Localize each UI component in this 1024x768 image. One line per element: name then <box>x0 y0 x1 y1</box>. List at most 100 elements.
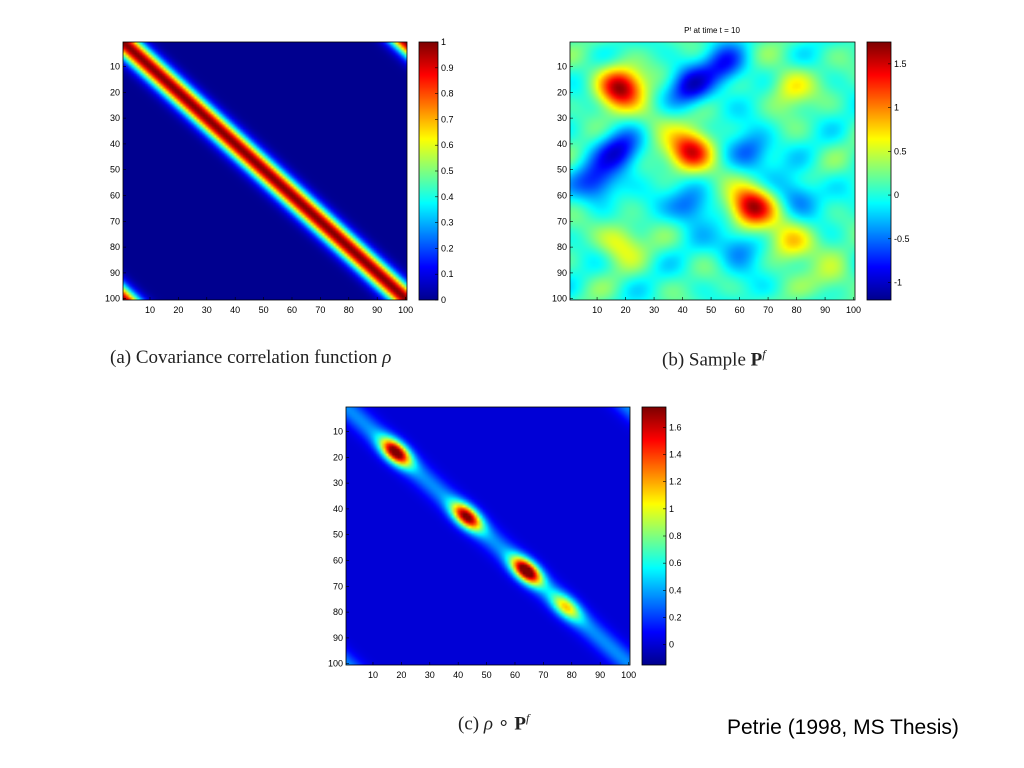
y-tick-label-b: 70 <box>557 216 567 226</box>
colorbar-tick-label-a: 0.2 <box>441 243 454 253</box>
colorbar-tick-label-b: -1 <box>894 278 902 288</box>
x-tick-label-c: 80 <box>567 670 577 680</box>
source-credit: Petrie (1998, MS Thesis) <box>727 716 959 739</box>
colorbar-tick-label-a: 0.9 <box>441 63 454 73</box>
y-tick-label-b: 90 <box>557 268 567 278</box>
caption-a-text: Covariance correlation function <box>135 347 378 368</box>
y-tick-label-c: 30 <box>333 478 343 488</box>
colorbar-frame-b <box>866 41 892 301</box>
x-tick-label-a: 70 <box>315 305 325 315</box>
x-tick-label-c: 70 <box>538 670 548 680</box>
y-tick-label-c: 100 <box>328 659 343 669</box>
colorbar-tick-label-a: 0.6 <box>441 140 454 150</box>
colorbar-tick-label-c: 1.6 <box>669 422 682 432</box>
x-tick-label-a: 10 <box>145 305 155 315</box>
x-tick-label-c: 50 <box>482 670 492 680</box>
colorbar-tick-label-a: 0.1 <box>441 269 454 279</box>
y-tick-label-a: 30 <box>110 113 120 123</box>
y-tick-label-b: 50 <box>557 165 567 175</box>
y-tick-label-a: 60 <box>110 191 120 201</box>
x-tick-label-b: 30 <box>649 305 659 315</box>
y-tick-label-b: 10 <box>557 62 567 72</box>
colorbar-tick-label-a: 0.7 <box>441 114 454 124</box>
colorbar-tick-label-b: 0.5 <box>894 146 907 156</box>
x-tick-label-c: 20 <box>396 670 406 680</box>
y-tick-label-a: 20 <box>110 87 120 97</box>
x-tick-label-c: 10 <box>368 670 378 680</box>
colorbar-tick-label-c: 1 <box>669 504 674 514</box>
caption-a-prefix: (a) <box>110 347 132 368</box>
y-tick-label-a: 10 <box>110 62 120 72</box>
y-tick-label-b: 80 <box>557 242 567 252</box>
plot-frame-b <box>569 41 856 301</box>
colorbar-tick-label-c: 0.6 <box>669 558 682 568</box>
plot-frame-a <box>122 41 408 301</box>
caption-b-symbol: P <box>750 349 763 371</box>
colorbar-tick-label-a: 0 <box>441 295 446 305</box>
x-tick-label-c: 30 <box>425 670 435 680</box>
y-tick-label-c: 70 <box>333 581 343 591</box>
x-tick-label-c: 100 <box>621 670 636 680</box>
x-tick-label-a: 90 <box>372 305 382 315</box>
colorbar-tick-label-c: 0 <box>669 640 674 650</box>
x-tick-label-a: 30 <box>202 305 212 315</box>
x-tick-label-a: 100 <box>398 305 413 315</box>
colorbar-tick-label-a: 0.3 <box>441 218 454 228</box>
y-tick-label-c: 90 <box>333 633 343 643</box>
x-tick-label-b: 80 <box>792 305 802 315</box>
x-tick-label-b: 70 <box>763 305 773 315</box>
y-tick-label-c: 40 <box>333 504 343 514</box>
colorbar-tick-label-c: 0.4 <box>669 585 682 595</box>
x-tick-label-c: 60 <box>510 670 520 680</box>
caption-c-operator: ∘ <box>497 713 510 735</box>
chart-title-b: Pᶠ at time t = 10 <box>684 26 740 35</box>
x-tick-label-b: 10 <box>592 305 602 315</box>
colorbar-tick-label-b: 0 <box>894 190 899 200</box>
colorbar-tick-label-a: 0.4 <box>441 192 454 202</box>
y-tick-label-c: 10 <box>333 427 343 437</box>
x-tick-label-b: 40 <box>678 305 688 315</box>
y-tick-label-a: 80 <box>110 242 120 252</box>
y-tick-label-b: 40 <box>557 139 567 149</box>
x-tick-label-b: 60 <box>735 305 745 315</box>
colorbar-tick-label-c: 0.8 <box>669 531 682 541</box>
colorbar-tick-label-a: 1 <box>441 37 446 47</box>
x-tick-label-b: 50 <box>706 305 716 315</box>
x-tick-label-c: 40 <box>453 670 463 680</box>
x-tick-label-a: 80 <box>344 305 354 315</box>
x-tick-label-b: 20 <box>621 305 631 315</box>
caption-c: (c) ρ ∘ Pf <box>458 711 529 735</box>
x-tick-label-a: 60 <box>287 305 297 315</box>
y-tick-label-c: 50 <box>333 530 343 540</box>
y-tick-label-b: 30 <box>557 113 567 123</box>
y-tick-label-a: 70 <box>110 216 120 226</box>
caption-b-prefix: (b) <box>662 349 685 371</box>
caption-a: (a) Covariance correlation function ρ <box>110 347 391 369</box>
colorbar-tick-label-c: 0.2 <box>669 612 682 622</box>
colorbar-tick-label-b: 1 <box>894 103 899 113</box>
caption-b: (b) Sample Pf <box>662 347 766 371</box>
colorbar-tick-label-a: 0.5 <box>441 166 454 176</box>
caption-c-symbol2: P <box>514 713 526 735</box>
colorbar-tick-label-a: 0.8 <box>441 89 454 99</box>
x-tick-label-b: 90 <box>820 305 830 315</box>
y-tick-label-c: 60 <box>333 556 343 566</box>
y-tick-label-b: 60 <box>557 191 567 201</box>
x-tick-label-a: 20 <box>173 305 183 315</box>
colorbar-tick-label-c: 1.4 <box>669 450 682 460</box>
y-tick-label-c: 20 <box>333 452 343 462</box>
x-tick-label-b: 100 <box>846 305 861 315</box>
caption-a-symbol: ρ <box>382 347 392 368</box>
caption-b-text: Sample <box>688 349 746 371</box>
caption-c-symbol: ρ <box>483 713 493 735</box>
caption-b-sup: f <box>762 347 766 361</box>
y-tick-label-a: 90 <box>110 268 120 278</box>
plot-frame-c <box>345 406 631 666</box>
x-tick-label-c: 90 <box>595 670 605 680</box>
colorbar-frame-c <box>641 406 667 666</box>
y-tick-label-a: 100 <box>105 294 120 304</box>
colorbar-tick-label-b: -0.5 <box>894 234 910 244</box>
y-tick-label-b: 20 <box>557 87 567 97</box>
y-tick-label-a: 50 <box>110 165 120 175</box>
